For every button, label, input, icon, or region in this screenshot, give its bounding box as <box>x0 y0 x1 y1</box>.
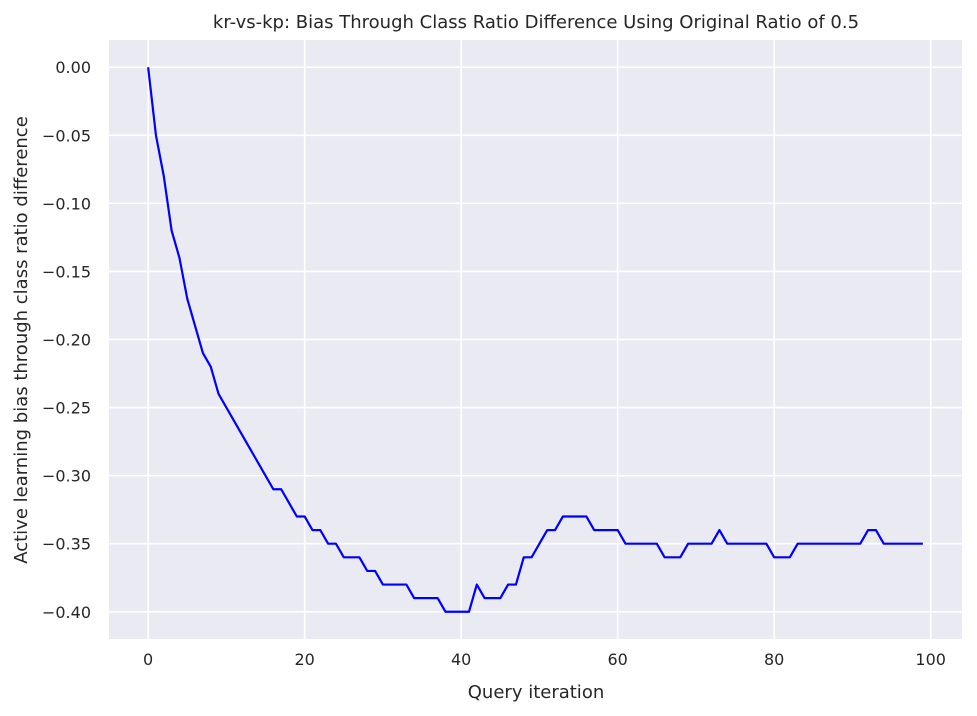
y-tick-label: −0.20 <box>42 331 91 350</box>
x-tick-label: 20 <box>294 650 314 669</box>
x-axis-label: Query iteration <box>468 682 604 703</box>
x-tick-label: 100 <box>915 650 946 669</box>
y-tick-label: −0.25 <box>42 399 91 418</box>
x-tick-label: 60 <box>607 650 627 669</box>
series-line <box>147 67 923 613</box>
tick-labels: 0 20 40 60 80 100 0.00 −0.05 −0.10 −0.15 −0.20 −0.2… <box>42 58 946 669</box>
y-tick-label: −0.05 <box>42 126 91 145</box>
y-tick-label: −0.30 <box>42 467 91 486</box>
y-tick-label: −0.35 <box>42 535 91 554</box>
y-tick-label: −0.40 <box>42 603 91 622</box>
y-axis-label: Active learning bias through class ratio… <box>11 116 32 564</box>
grid <box>109 40 962 639</box>
y-tick-label: 0.00 <box>55 58 91 77</box>
chart-title: kr-vs-kp: Bias Through Class Ratio Diffe… <box>213 12 859 33</box>
series <box>147 67 923 613</box>
y-tick-label: −0.10 <box>42 194 91 213</box>
x-tick-label: 0 <box>143 650 153 669</box>
y-tick-label: −0.15 <box>42 262 91 281</box>
x-tick-label: 40 <box>451 650 471 669</box>
x-tick-label: 80 <box>764 650 784 669</box>
